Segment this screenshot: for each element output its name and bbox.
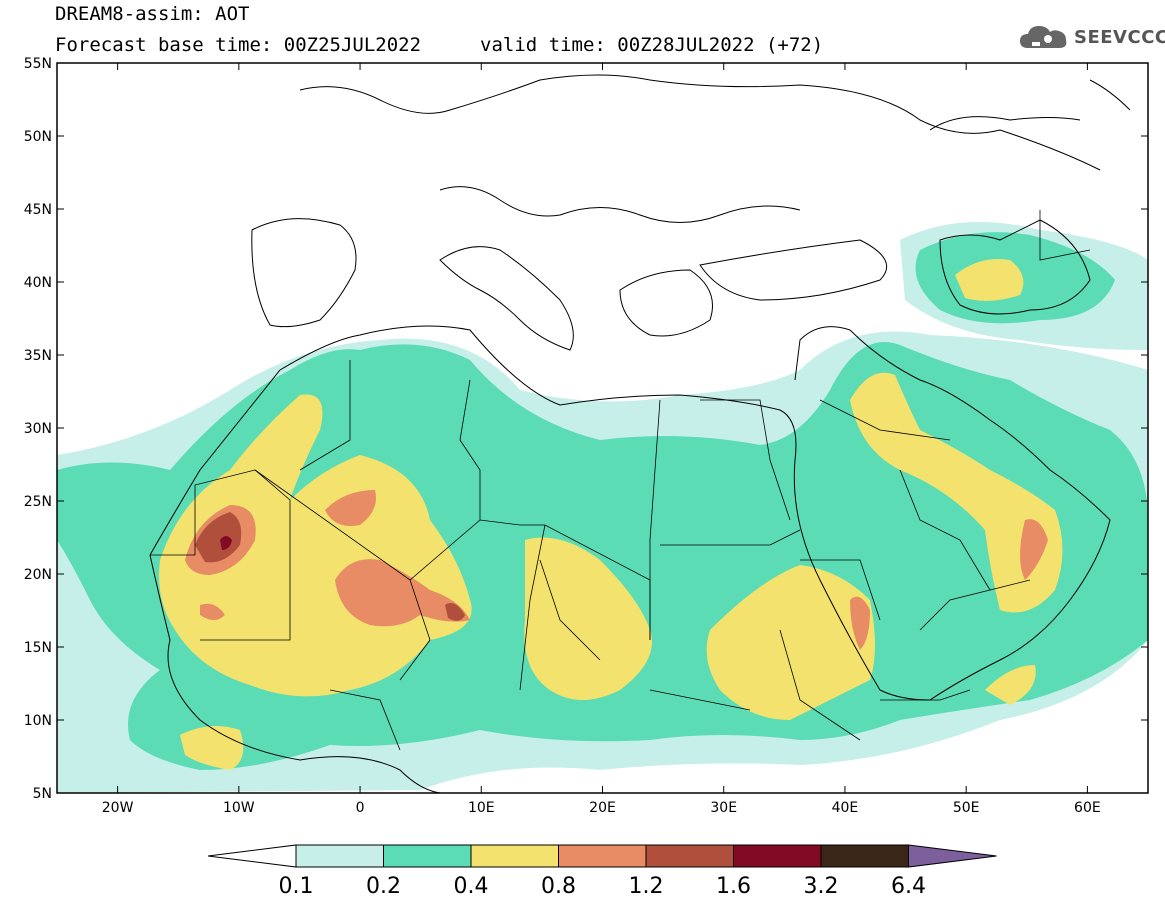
colorbar-label: 0.2: [366, 874, 401, 899]
colorbar-label: 3.2: [804, 874, 839, 899]
colorbar-cell: [733, 844, 822, 868]
lon-tick-label: 10E: [468, 800, 495, 816]
colorbar-label: 1.6: [716, 874, 751, 899]
colorbar-cell: [383, 844, 472, 868]
lon-tick-label: 30E: [710, 800, 737, 816]
country-borders: [150, 210, 1091, 751]
lat-tick-label: 40N: [24, 275, 52, 291]
lat-axis: 55N 50N 45N 40N 35N 30N 25N 20N 15N 10N 5N: [24, 56, 1148, 802]
lat-tick-label: 45N: [24, 202, 52, 218]
lon-tick-label: 20E: [589, 800, 616, 816]
colorbar-label: 0.1: [279, 874, 314, 899]
colorbar-cell: [558, 844, 647, 868]
valid-time: valid time: 00Z28JUL2022 (+72): [480, 34, 824, 56]
lat-tick-label: 35N: [24, 348, 52, 364]
lat-tick-label: 25N: [24, 494, 52, 510]
lat-tick-label: 10N: [24, 713, 52, 729]
lon-tick-label: 0: [356, 800, 365, 816]
aot-level-1.6: [220, 536, 232, 550]
colorbar-low-arrow: [207, 844, 297, 868]
lat-tick-label: 5N: [33, 786, 52, 802]
lon-tick-label: 10W: [223, 800, 255, 816]
seevccc-logo: SEEVCCC: [1018, 22, 1165, 52]
colorbar-cell: [820, 844, 909, 868]
colorbar-cell: [295, 844, 384, 868]
lat-tick-label: 50N: [24, 129, 52, 145]
colorbar-label: 0.4: [454, 874, 489, 899]
lon-tick-label: 60E: [1074, 800, 1101, 816]
cloud-icon: [1020, 26, 1067, 48]
lon-tick-label: 40E: [832, 800, 859, 816]
colorbar-label: 1.2: [629, 874, 664, 899]
lat-tick-label: 30N: [24, 421, 52, 437]
lon-tick-label: 50E: [953, 800, 980, 816]
aot-fields: [57, 222, 1148, 793]
colorbar-high-arrow: [908, 844, 997, 868]
lat-tick-label: 55N: [24, 56, 52, 72]
lat-tick-label: 15N: [24, 640, 52, 656]
colorbar-label: 6.4: [891, 874, 926, 899]
map-title: DREAM8-assim: AOT: [55, 3, 250, 25]
aot-level-1.2: [195, 512, 465, 621]
base-time: Forecast base time: 00Z25JUL2022: [55, 34, 422, 56]
colorbar-cell: [645, 844, 734, 868]
lat-tick-label: 20N: [24, 567, 52, 583]
lon-axis: 20W 10W 0 10E 20E 30E 40E 50E 60E: [102, 63, 1101, 816]
colorbar-label: 0.8: [541, 874, 576, 899]
lon-tick-label: 20W: [102, 800, 134, 816]
coastlines: [149, 74, 1131, 793]
colorbar-cell: [470, 844, 559, 868]
logo-text: SEEVCCC: [1074, 26, 1165, 48]
